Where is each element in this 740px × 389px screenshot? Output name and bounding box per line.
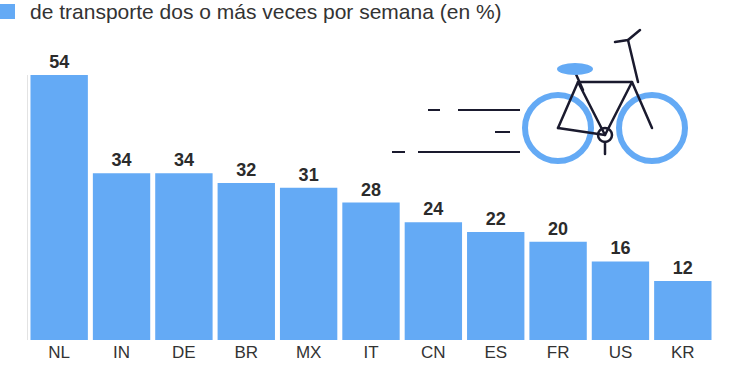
svg-text:24: 24 xyxy=(423,199,443,219)
svg-text:NL: NL xyxy=(48,343,70,362)
svg-text:MX: MX xyxy=(296,343,322,362)
svg-text:32: 32 xyxy=(236,160,256,180)
svg-text:31: 31 xyxy=(299,165,319,185)
svg-text:12: 12 xyxy=(673,258,693,278)
svg-text:IT: IT xyxy=(363,343,378,362)
svg-text:BR: BR xyxy=(234,343,258,362)
svg-text:34: 34 xyxy=(174,150,194,170)
svg-text:KR: KR xyxy=(671,343,695,362)
svg-text:de transporte dos o más veces: de transporte dos o más veces por semana… xyxy=(30,0,502,23)
svg-text:22: 22 xyxy=(486,209,506,229)
svg-text:54: 54 xyxy=(49,52,69,72)
svg-text:IN: IN xyxy=(113,343,130,362)
svg-text:FR: FR xyxy=(547,343,570,362)
svg-text:CN: CN xyxy=(421,343,446,362)
svg-text:DE: DE xyxy=(172,343,196,362)
svg-text:34: 34 xyxy=(112,150,132,170)
svg-text:US: US xyxy=(609,343,633,362)
svg-text:ES: ES xyxy=(484,343,507,362)
svg-text:20: 20 xyxy=(548,219,568,239)
svg-text:16: 16 xyxy=(610,238,630,258)
svg-text:28: 28 xyxy=(361,180,381,200)
